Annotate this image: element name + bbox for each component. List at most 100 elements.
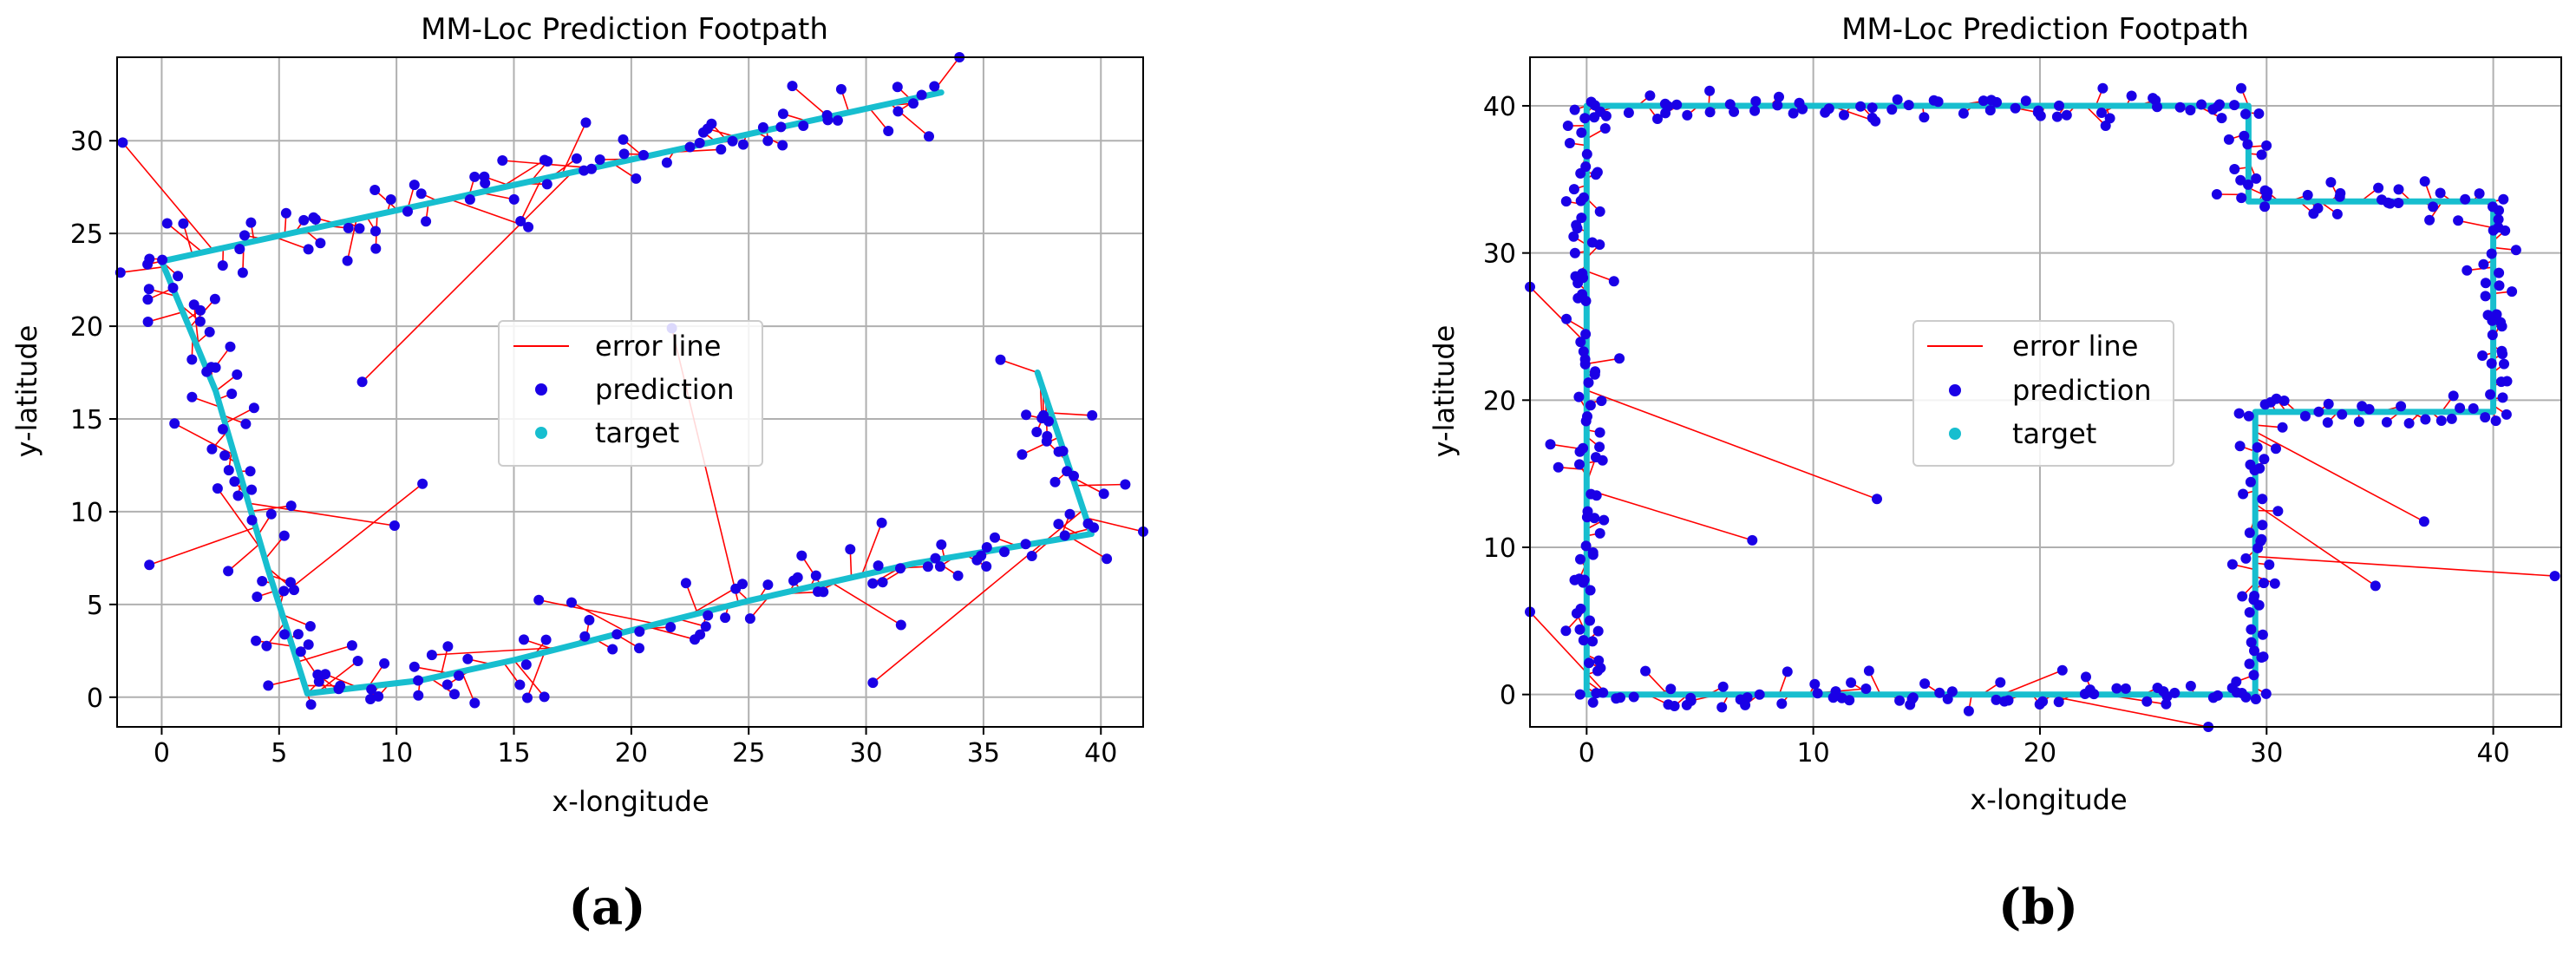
error-line: [1529, 611, 1608, 696]
prediction-point: [2474, 188, 2485, 200]
prediction-point: [157, 254, 168, 265]
prediction-point: [1867, 112, 1878, 123]
x-tick-label: 20: [615, 738, 648, 769]
prediction-point: [161, 218, 173, 229]
prediction-point: [1574, 624, 1585, 635]
x-tick-label: 25: [732, 738, 765, 769]
error-line: [120, 265, 165, 273]
x-tick-label: 40: [1084, 738, 1117, 769]
prediction-point: [346, 640, 357, 651]
prediction-point: [2259, 201, 2271, 213]
prediction-point: [2242, 139, 2253, 150]
error-line: [121, 141, 214, 251]
x-tick-label: 0: [154, 738, 170, 769]
prediction-point: [1576, 213, 1587, 224]
prediction-point: [219, 450, 231, 461]
prediction-point: [1600, 110, 1612, 121]
prediction-point: [924, 131, 934, 142]
prediction-point: [225, 341, 236, 352]
legend: error line prediction target: [1912, 320, 2174, 467]
prediction-point: [2126, 90, 2137, 101]
prediction-point: [1946, 686, 1958, 697]
prediction-point: [930, 553, 941, 564]
prediction-point: [1589, 369, 1600, 380]
prediction-point: [1608, 276, 1619, 287]
prediction-point: [370, 243, 382, 254]
prediction-point: [1863, 665, 1874, 677]
prediction-point: [2549, 571, 2560, 582]
prediction-point: [1598, 687, 1609, 698]
prediction-point: [1584, 657, 1595, 669]
prediction-point: [1573, 573, 1585, 585]
legend-box: [498, 320, 763, 467]
error-line: [1586, 488, 1753, 541]
prediction-point: [237, 267, 248, 278]
prediction-point: [142, 294, 154, 305]
prediction-point: [2185, 105, 2196, 115]
error-line: [147, 311, 184, 323]
prediction-point: [292, 629, 304, 640]
prediction-point: [1827, 692, 1839, 703]
prediction-point: [1026, 551, 1037, 561]
prediction-point: [2256, 149, 2267, 160]
prediction-point: [251, 635, 262, 646]
target-path: [158, 89, 1095, 697]
prediction-point: [2161, 698, 2172, 710]
prediction-point: [261, 640, 272, 651]
prediction-point: [1579, 113, 1591, 124]
prediction-point: [1545, 439, 1556, 450]
error-line: [1529, 286, 1587, 345]
prediction-point: [1036, 413, 1048, 424]
prediction-point: [223, 566, 234, 577]
prediction-point: [1991, 96, 2002, 108]
error-line: [225, 407, 255, 424]
prediction-point: [1064, 508, 1076, 520]
x-tick-label: 15: [497, 738, 530, 769]
error-line: [1000, 359, 1038, 374]
legend-label-prediction: prediction: [2012, 374, 2152, 407]
prediction-point: [354, 223, 365, 234]
prediction-point: [1886, 104, 1898, 115]
prediction-point: [1934, 687, 1945, 698]
prediction-point: [1839, 109, 1849, 121]
prediction-point: [1984, 105, 1996, 116]
x-tick-label: 30: [2250, 738, 2283, 769]
prediction-point: [680, 578, 691, 589]
prediction-point: [703, 610, 714, 621]
prediction-point: [2494, 280, 2505, 291]
prediction-point: [2299, 410, 2311, 422]
prediction-point: [2480, 412, 2491, 423]
prediction-point: [246, 484, 258, 495]
prediction-point: [143, 284, 154, 295]
prediction-point: [1580, 540, 1592, 552]
prediction-point: [2453, 215, 2464, 226]
prediction-point: [698, 127, 709, 138]
prediction-point: [1978, 95, 1989, 107]
prediction-point: [312, 669, 324, 680]
prediction-point: [223, 465, 234, 476]
prediction-point: [2323, 398, 2334, 409]
prediction-point: [2053, 697, 2064, 708]
prediction-point: [248, 402, 259, 414]
prediction-point: [2233, 408, 2245, 419]
prediction-point: [727, 135, 738, 147]
prediction-point: [1580, 329, 1592, 340]
prediction-point: [2325, 177, 2337, 188]
prediction-point: [706, 118, 717, 129]
prediction-point: [1794, 97, 1805, 108]
prediction-point: [2257, 520, 2268, 531]
y-tick-label: 0: [1500, 681, 1516, 711]
prediction-point: [2468, 402, 2479, 414]
prediction-point: [2393, 198, 2404, 208]
prediction-point: [1663, 699, 1674, 710]
prediction-point: [226, 389, 238, 399]
prediction-point: [1587, 697, 1599, 708]
prediction-point: [1582, 411, 1592, 422]
prediction-point: [245, 217, 257, 228]
prediction-point: [1742, 692, 1753, 703]
prediction-point: [2455, 402, 2466, 414]
prediction-point: [934, 561, 945, 572]
prediction-point: [1574, 689, 1585, 700]
prediction-point: [2448, 390, 2459, 402]
prediction-point: [1860, 684, 1872, 694]
